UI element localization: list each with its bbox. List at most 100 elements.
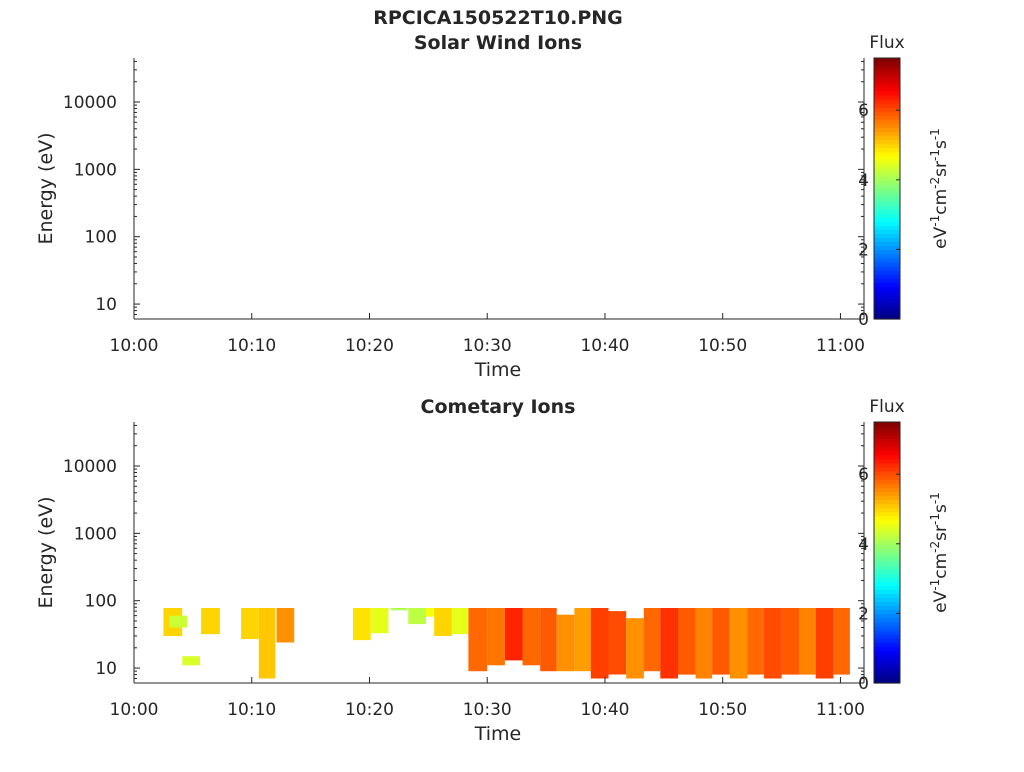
colorbar-band (874, 479, 900, 484)
colorbar-band (874, 155, 900, 161)
colorbar-band (874, 70, 900, 75)
unit-exponent: -1 (928, 149, 942, 161)
colorbar-tick-label: 2 (858, 604, 869, 624)
colorbar-band (874, 483, 900, 488)
colorbar-band (874, 265, 900, 271)
colorbar-band (874, 111, 900, 116)
colorbar-band (874, 426, 900, 431)
colorbar-band (874, 458, 900, 464)
x-axis-label: Time (474, 359, 522, 381)
colorbar-band (874, 454, 900, 460)
heatmap-cell (729, 608, 748, 679)
y-tick-label: 100 (85, 228, 117, 248)
colorbar-band (874, 172, 900, 177)
colorbar-band (874, 434, 900, 439)
x-tick-label: 10:20 (345, 700, 394, 720)
colorbar-band (874, 528, 900, 533)
colorbar-band (874, 147, 900, 153)
panel-1: Solar Wind Ions 10 100 1000 10000 10:00 10:10 1… (35, 32, 951, 381)
x-tick-label: 10:50 (698, 700, 747, 720)
heatmap-cell (815, 608, 834, 679)
unit-base: s (931, 140, 951, 149)
panel-2: Cometary Ions 10 100 1000 10000 10:00 10:10 10:… (35, 396, 951, 745)
y-tick-label: 1000 (74, 524, 117, 544)
colorbar-band (874, 249, 900, 255)
heatmap-cell (608, 611, 627, 675)
y-axis-label: Energy (eV) (35, 132, 57, 244)
colorbar-band (874, 159, 900, 165)
colorbar-band (874, 523, 900, 529)
colorbar-band (874, 556, 900, 562)
colorbar-tick-label: 2 (858, 240, 869, 260)
y-tick-label: 10 (95, 295, 117, 315)
heatmap-cell (201, 608, 220, 635)
colorbar-band (874, 94, 900, 100)
colorbar-band (874, 302, 900, 308)
figure-title: RPCICA150522T10.PNG (373, 7, 623, 29)
heatmap-cell (487, 608, 505, 666)
x-tick-label: 10:30 (463, 336, 512, 356)
colorbar-band (874, 536, 900, 541)
unit-exponent: -1 (928, 579, 942, 591)
colorbar-band (874, 274, 900, 279)
colorbar-band (874, 495, 900, 501)
colorbar-frame (873, 421, 901, 684)
colorbar-band (874, 658, 900, 664)
colorbar-band (874, 74, 900, 79)
x-tick-label: 10:20 (345, 336, 394, 356)
colorbar-band (874, 131, 900, 137)
unit-base: sr (931, 525, 951, 541)
heatmap-cell (258, 608, 276, 679)
x-tick-label: 10:00 (110, 336, 159, 356)
panel-title: Solar Wind Ions (414, 32, 582, 54)
heatmap-cell (540, 608, 557, 672)
colorbar-tick-label: 0 (858, 310, 869, 330)
colorbar-band (874, 446, 900, 452)
colorbar-band (874, 670, 900, 676)
colorbar-band (874, 617, 900, 623)
heatmap-cell (643, 608, 661, 672)
colorbar-band (874, 621, 900, 627)
colorbar-band (874, 253, 900, 259)
colorbar-band (874, 298, 900, 304)
colorbar-band (874, 90, 900, 96)
heatmap-cell (504, 608, 523, 661)
colorbar-band (874, 180, 900, 186)
x-axis-label: Time (474, 723, 522, 745)
heatmap-cell (182, 656, 200, 666)
heatmap-cell (408, 608, 426, 625)
heatmap-cell (556, 614, 575, 672)
colorbar-band (874, 613, 900, 619)
colorbar-band (874, 306, 900, 312)
colorbar-band (874, 560, 900, 566)
y-tick-label: 1000 (74, 160, 117, 180)
colorbar-band (874, 462, 900, 468)
heatmap-cell (169, 615, 187, 628)
x-tick-label: 10:40 (580, 336, 629, 356)
x-tick-label: 10:30 (463, 700, 512, 720)
colorbar-band (874, 499, 900, 505)
unit-base: eV (931, 226, 951, 248)
colorbar-band (874, 487, 900, 492)
x-tick-label: 10:50 (698, 336, 747, 356)
x-tick-label: 10:10 (227, 700, 276, 720)
colorbar-band (874, 548, 900, 554)
colorbar-band (874, 229, 900, 234)
colorbar-band (874, 314, 900, 320)
colorbar-band (874, 572, 900, 578)
colorbar-band (874, 123, 900, 128)
colorbar-tick-label: 4 (858, 171, 869, 191)
colorbar-band (874, 662, 900, 668)
colorbar-band (874, 507, 900, 513)
colorbar-band (874, 212, 900, 218)
colorbar-band (874, 282, 900, 287)
colorbar-band (874, 642, 900, 647)
unit-base: cm (931, 553, 951, 579)
x-tick-label: 11:00 (816, 336, 865, 356)
colorbar-band (874, 674, 900, 680)
y-tick-label: 10 (95, 659, 117, 679)
colorbar-band (874, 115, 900, 120)
colorbar-band (874, 184, 900, 190)
colorbar-band (874, 650, 900, 656)
colorbar-band (874, 634, 900, 639)
